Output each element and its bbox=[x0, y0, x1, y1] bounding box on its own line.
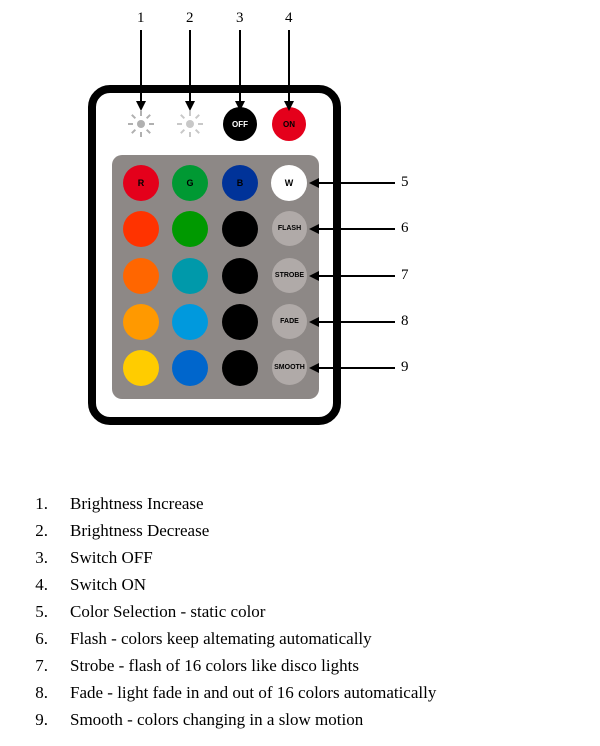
sun-icon bbox=[129, 112, 153, 136]
legend-number: 1. bbox=[24, 490, 52, 517]
callout-number: 5 bbox=[401, 174, 409, 191]
legend-item: 6. Flash - colors keep altemating automat… bbox=[24, 625, 584, 652]
arrow-down-icon bbox=[185, 101, 195, 111]
color-button[interactable] bbox=[222, 211, 258, 247]
fade-button[interactable]: FADE bbox=[272, 304, 307, 339]
button-label: OFF bbox=[232, 120, 248, 129]
color-button[interactable] bbox=[123, 304, 159, 340]
legend-number: 3. bbox=[24, 544, 52, 571]
button-label: ON bbox=[283, 120, 295, 129]
legend-text: Smooth - colors changing in a slow motio… bbox=[70, 706, 363, 733]
legend-text: Brightness Decrease bbox=[70, 517, 209, 544]
callout-number: 1 bbox=[137, 10, 145, 27]
legend-text: Flash - colors keep altemating automatic… bbox=[70, 625, 372, 652]
callout-line bbox=[317, 182, 395, 184]
color-button[interactable] bbox=[123, 350, 159, 386]
diagram-canvas: OFF ON R G B W FLASH STROBE FADE SMOOTH 1 2 3 4 5 6 7 8 9… bbox=[0, 0, 600, 746]
color-button[interactable] bbox=[123, 211, 159, 247]
strobe-button[interactable]: STROBE bbox=[272, 258, 307, 293]
callout-line bbox=[189, 30, 191, 103]
legend-text: Switch ON bbox=[70, 571, 146, 598]
color-button[interactable]: R bbox=[123, 165, 159, 201]
smooth-button[interactable]: SMOOTH bbox=[272, 350, 307, 385]
callout-number: 6 bbox=[401, 220, 409, 237]
legend-number: 4. bbox=[24, 571, 52, 598]
legend-item: 5. Color Selection - static color bbox=[24, 598, 584, 625]
legend-number: 9. bbox=[24, 706, 52, 733]
callout-line bbox=[317, 321, 395, 323]
callout-line bbox=[239, 30, 241, 103]
brightness-up-button[interactable] bbox=[124, 107, 158, 141]
button-label: R bbox=[138, 178, 145, 188]
color-button[interactable] bbox=[123, 258, 159, 294]
legend-text: Brightness Increase bbox=[70, 490, 204, 517]
color-button[interactable]: W bbox=[271, 165, 307, 201]
callout-line bbox=[288, 30, 290, 103]
callout-line bbox=[140, 30, 142, 103]
legend: 1. Brightness Increase 2. Brightness Decrea… bbox=[24, 490, 584, 733]
button-label: FADE bbox=[280, 318, 299, 325]
color-button[interactable] bbox=[222, 304, 258, 340]
button-label: SMOOTH bbox=[274, 364, 305, 371]
callout-number: 2 bbox=[186, 10, 194, 27]
legend-item: 3. Switch OFF bbox=[24, 544, 584, 571]
button-label: B bbox=[237, 178, 244, 188]
legend-text: Strobe - flash of 16 colors like disco l… bbox=[70, 652, 359, 679]
callout-number: 7 bbox=[401, 267, 409, 284]
legend-item: 7. Strobe - flash of 16 colors like disco… bbox=[24, 652, 584, 679]
legend-text: Fade - light fade in and out of 16 color… bbox=[70, 679, 436, 706]
button-label: G bbox=[186, 178, 193, 188]
legend-item: 9. Smooth - colors changing in a slow mot… bbox=[24, 706, 584, 733]
legend-text: Color Selection - static color bbox=[70, 598, 265, 625]
legend-number: 7. bbox=[24, 652, 52, 679]
callout-line bbox=[317, 367, 395, 369]
arrow-down-icon bbox=[136, 101, 146, 111]
button-label: W bbox=[285, 178, 294, 188]
color-button[interactable] bbox=[172, 211, 208, 247]
legend-item: 2. Brightness Decrease bbox=[24, 517, 584, 544]
callout-number: 8 bbox=[401, 313, 409, 330]
arrow-down-icon bbox=[284, 101, 294, 111]
button-label: STROBE bbox=[275, 272, 304, 279]
callout-number: 9 bbox=[401, 359, 409, 376]
color-button[interactable] bbox=[172, 350, 208, 386]
sun-icon bbox=[178, 112, 202, 136]
color-button[interactable] bbox=[172, 304, 208, 340]
legend-number: 8. bbox=[24, 679, 52, 706]
callout-number: 3 bbox=[236, 10, 244, 27]
color-button[interactable] bbox=[172, 258, 208, 294]
legend-number: 6. bbox=[24, 625, 52, 652]
color-button[interactable]: G bbox=[172, 165, 208, 201]
callout-line bbox=[317, 275, 395, 277]
legend-item: 1. Brightness Increase bbox=[24, 490, 584, 517]
legend-number: 2. bbox=[24, 517, 52, 544]
color-button[interactable] bbox=[222, 350, 258, 386]
off-button[interactable]: OFF bbox=[223, 107, 257, 141]
callout-number: 4 bbox=[285, 10, 293, 27]
legend-text: Switch OFF bbox=[70, 544, 153, 571]
legend-number: 5. bbox=[24, 598, 52, 625]
legend-item: 8. Fade - light fade in and out of 16 col… bbox=[24, 679, 584, 706]
button-label: FLASH bbox=[278, 225, 301, 232]
color-button[interactable] bbox=[222, 258, 258, 294]
callout-line bbox=[317, 228, 395, 230]
color-button[interactable]: B bbox=[222, 165, 258, 201]
arrow-down-icon bbox=[235, 101, 245, 111]
legend-item: 4. Switch ON bbox=[24, 571, 584, 598]
brightness-down-button[interactable] bbox=[173, 107, 207, 141]
on-button[interactable]: ON bbox=[272, 107, 306, 141]
flash-button[interactable]: FLASH bbox=[272, 211, 307, 246]
